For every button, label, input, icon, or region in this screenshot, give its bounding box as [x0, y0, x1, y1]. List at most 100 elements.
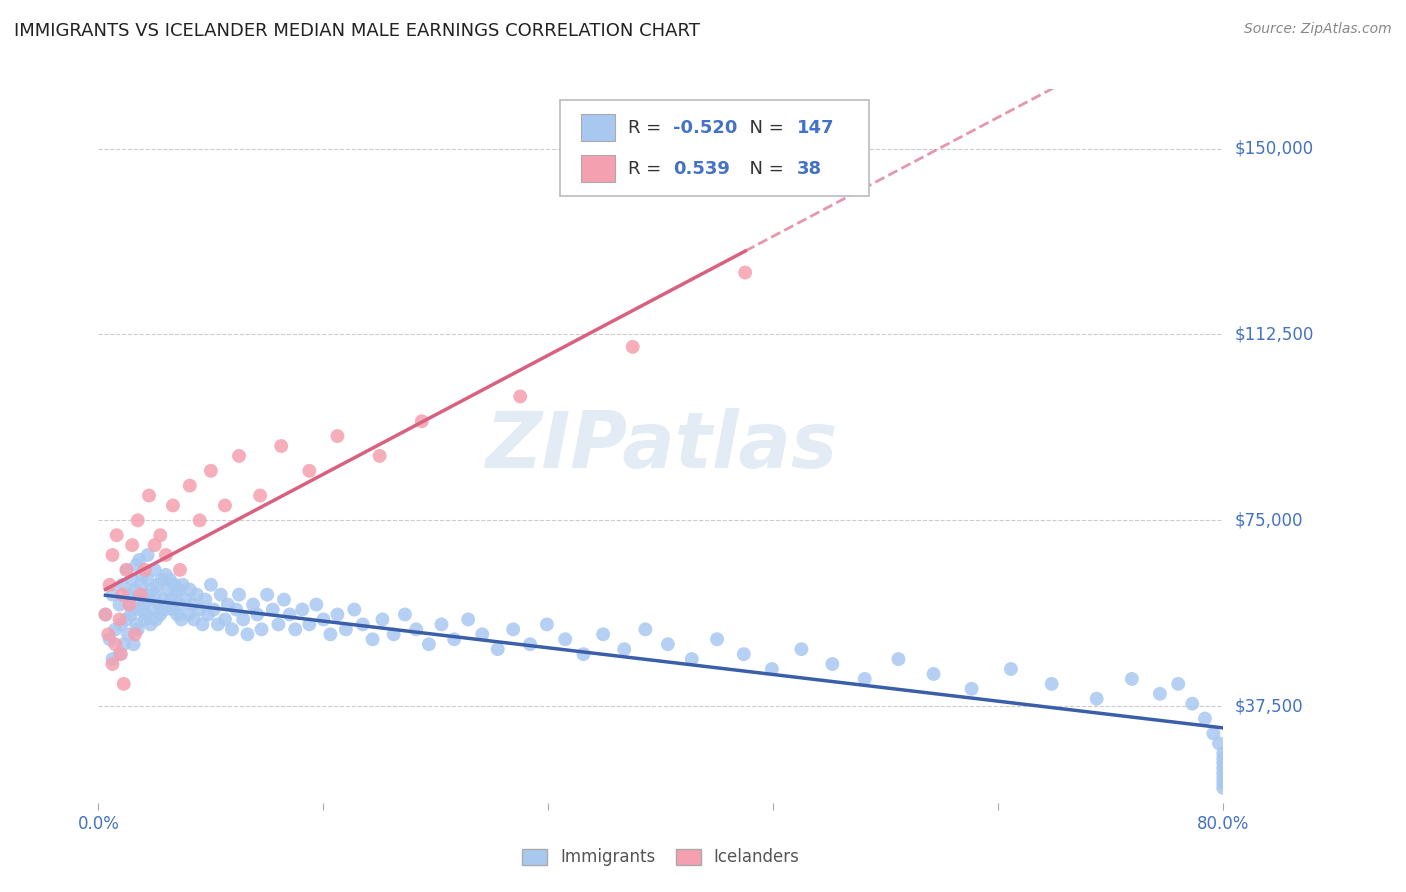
Point — [262, 602, 284, 616]
Point — [167, 582, 190, 597]
Point — [1121, 672, 1143, 686]
Point — [411, 414, 433, 428]
Point — [471, 627, 494, 641]
Point — [143, 588, 166, 602]
Point — [197, 607, 219, 622]
Legend: Immigrants, Icelanders: Immigrants, Icelanders — [515, 842, 807, 873]
Point — [361, 632, 384, 647]
Text: N =: N = — [738, 160, 796, 178]
Point — [298, 617, 321, 632]
Point — [202, 602, 225, 616]
Point — [1181, 697, 1204, 711]
Point — [326, 429, 349, 443]
Point — [188, 602, 211, 616]
Point — [145, 612, 167, 626]
Point — [761, 662, 783, 676]
Point — [502, 623, 524, 637]
Point — [101, 588, 124, 602]
Point — [146, 578, 169, 592]
Point — [134, 563, 156, 577]
Text: -0.520: -0.520 — [673, 119, 738, 136]
Point — [209, 588, 232, 602]
Point — [169, 598, 191, 612]
Point — [112, 637, 135, 651]
Text: 0.539: 0.539 — [673, 160, 730, 178]
Point — [536, 617, 558, 632]
Point — [141, 582, 163, 597]
Point — [155, 548, 177, 562]
Point — [134, 612, 156, 626]
Point — [284, 623, 307, 637]
Point — [183, 612, 205, 626]
Point — [110, 617, 132, 632]
Point — [191, 617, 214, 632]
Point — [143, 538, 166, 552]
Point — [115, 612, 138, 626]
Point — [159, 573, 181, 587]
Text: 38: 38 — [797, 160, 823, 178]
Point — [129, 588, 152, 602]
Point — [98, 578, 121, 592]
Point — [1212, 751, 1234, 765]
Point — [734, 266, 756, 280]
Point — [118, 598, 141, 612]
Point — [104, 637, 127, 651]
Point — [172, 578, 194, 592]
Point — [1000, 662, 1022, 676]
Point — [149, 607, 172, 622]
Point — [101, 657, 124, 671]
Point — [214, 499, 236, 513]
Point — [278, 607, 301, 622]
Point — [170, 612, 193, 626]
Text: N =: N = — [738, 119, 790, 136]
Point — [156, 582, 179, 597]
Text: R =: R = — [628, 119, 668, 136]
Point — [256, 588, 278, 602]
Point — [613, 642, 636, 657]
Point — [790, 642, 813, 657]
Point — [335, 623, 357, 637]
Point — [101, 548, 124, 562]
Point — [149, 528, 172, 542]
Point — [592, 627, 614, 641]
Point — [124, 627, 146, 641]
Point — [139, 617, 162, 632]
Point — [394, 607, 416, 622]
Point — [681, 652, 703, 666]
Point — [519, 637, 541, 651]
Point — [150, 573, 173, 587]
Point — [232, 612, 254, 626]
Point — [131, 567, 153, 582]
Point — [326, 607, 349, 622]
Point — [153, 602, 176, 616]
Point — [188, 513, 211, 527]
Point — [121, 538, 143, 552]
Point — [124, 582, 146, 597]
Point — [152, 592, 174, 607]
Point — [319, 627, 342, 641]
Point — [179, 478, 201, 492]
Point — [312, 612, 335, 626]
Point — [291, 602, 314, 616]
Point — [368, 449, 391, 463]
Point — [1212, 776, 1234, 790]
Text: $37,500: $37,500 — [1234, 698, 1303, 715]
Point — [236, 627, 259, 641]
Point — [1040, 677, 1063, 691]
Point — [94, 607, 117, 622]
Point — [207, 617, 229, 632]
Point — [1167, 677, 1189, 691]
Point — [1194, 712, 1216, 726]
Point — [132, 598, 155, 612]
FancyBboxPatch shape — [560, 100, 869, 196]
Point — [960, 681, 983, 696]
Point — [371, 612, 394, 626]
Point — [155, 567, 177, 582]
Point — [117, 627, 139, 641]
Point — [1208, 736, 1230, 750]
Point — [225, 602, 247, 616]
FancyBboxPatch shape — [581, 155, 614, 182]
Point — [1149, 687, 1171, 701]
Point — [127, 592, 149, 607]
Point — [111, 578, 134, 592]
